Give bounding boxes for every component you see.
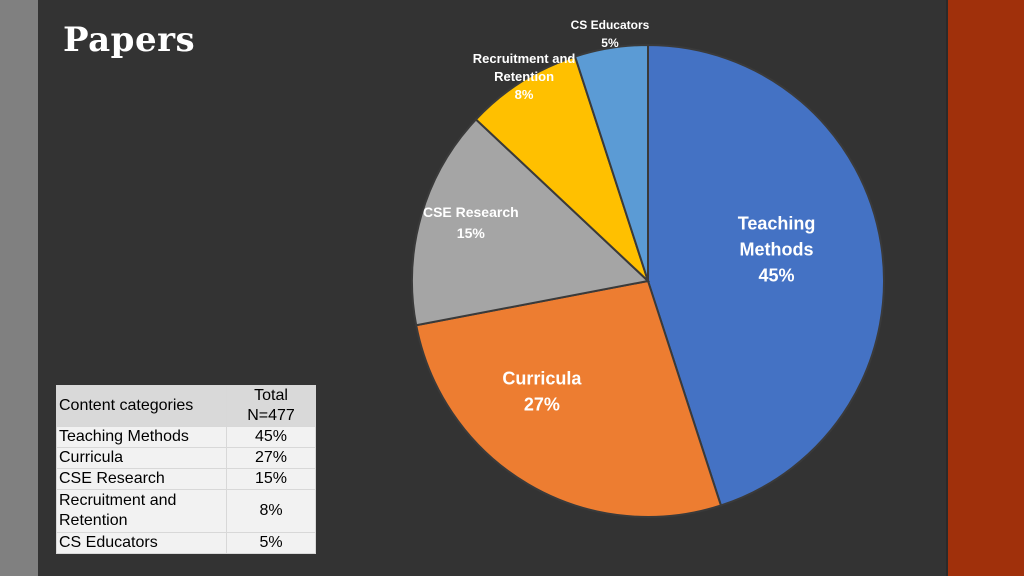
pie-slice-cs-educators bbox=[573, 43, 649, 282]
left-accent-bar bbox=[0, 0, 38, 576]
table-row: CSE Research 15% bbox=[56, 468, 316, 490]
row-category: Recruitment and Retention bbox=[56, 489, 227, 533]
table-row: Teaching Methods 45% bbox=[56, 426, 316, 448]
slice-name-label: Retention bbox=[494, 69, 554, 84]
row-value: 15% bbox=[226, 468, 316, 490]
right-accent-bar bbox=[948, 0, 1024, 576]
header-content-categories: Content categories bbox=[56, 385, 227, 427]
row-category: CSE Research bbox=[56, 468, 227, 490]
slice-value-label: 8% bbox=[515, 87, 534, 102]
slice-name-label: CS Educators bbox=[571, 18, 650, 32]
slice-name-label: Curricula bbox=[502, 368, 582, 388]
right-divider bbox=[946, 0, 948, 576]
slice-label-recruitment-and-retention: Recruitment and Retention 8% bbox=[473, 51, 576, 102]
pie-slice-curricula bbox=[415, 279, 723, 518]
slice-value-label: 27% bbox=[524, 394, 560, 414]
row-category: Curricula bbox=[56, 447, 227, 469]
pie-slice-teaching-methods bbox=[647, 43, 885, 507]
slice-label-teaching-methods: Teaching Methods 45% bbox=[738, 213, 816, 285]
row-value: 8% bbox=[226, 489, 316, 533]
header-total-line2: N=477 bbox=[247, 407, 295, 424]
row-category: Teaching Methods bbox=[56, 426, 227, 448]
content-categories-table: Content categories Total N=477 Teaching … bbox=[56, 385, 316, 554]
slice-value-label: 5% bbox=[601, 36, 619, 50]
pie-slice-cse-research bbox=[411, 118, 651, 327]
slice-name-label: Recruitment and bbox=[473, 51, 576, 66]
header-total: Total N=477 bbox=[226, 385, 316, 427]
slice-name-label: Teaching bbox=[738, 213, 816, 233]
slice-name-label: CSE Research bbox=[423, 204, 519, 220]
slice-name-label: Methods bbox=[740, 239, 814, 259]
slice-label-cs-educators: CS Educators 5% bbox=[571, 18, 650, 50]
table-row: Curricula 27% bbox=[56, 447, 316, 469]
table-row: Recruitment and Retention 8% bbox=[56, 489, 316, 533]
table-row: CS Educators 5% bbox=[56, 532, 316, 554]
slice-label-cse-research: CSE Research 15% bbox=[423, 204, 519, 241]
slice-value-label: 15% bbox=[457, 225, 486, 241]
row-value: 45% bbox=[226, 426, 316, 448]
row-category: CS Educators bbox=[56, 532, 227, 554]
slice-label-curricula: Curricula 27% bbox=[502, 368, 582, 414]
row-value: 27% bbox=[226, 447, 316, 469]
row-value: 5% bbox=[226, 532, 316, 554]
pie-slice-recruitment-and-retention bbox=[474, 55, 649, 282]
slice-value-label: 45% bbox=[759, 265, 795, 285]
table-header-row: Content categories Total N=477 bbox=[56, 385, 316, 427]
slide-title: Papers bbox=[63, 20, 196, 60]
header-total-line1: Total bbox=[254, 387, 288, 404]
